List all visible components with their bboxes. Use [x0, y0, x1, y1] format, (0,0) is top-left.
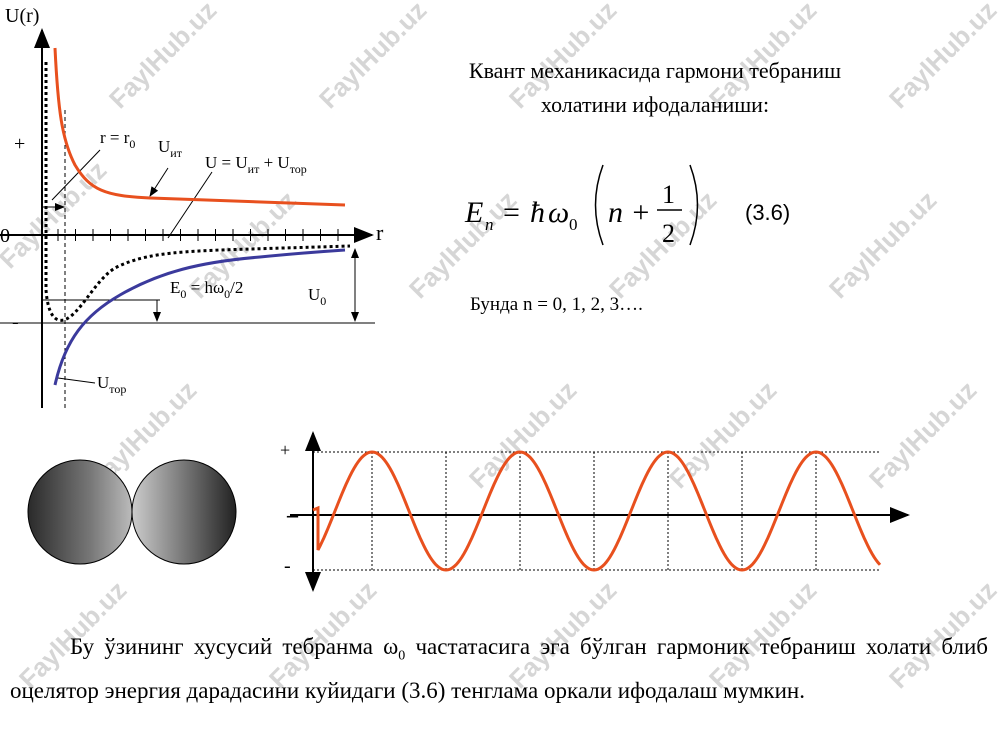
watermark: FaylHub.uz	[863, 375, 982, 494]
paragraph-text: Бу ўзининг хусусий тебранма ω	[70, 634, 399, 659]
wave-guides	[371, 452, 817, 570]
formula-omega: ω	[548, 196, 569, 229]
paragraph: Бу ўзининг хусусий тебранма ω0 частатаси…	[10, 630, 988, 708]
formula-e: E	[464, 196, 483, 229]
leader	[51, 149, 101, 201]
formula-num: 1	[662, 180, 675, 209]
formula-den: 2	[662, 219, 675, 248]
label-sub: тор	[290, 162, 307, 176]
wave-plus: +	[280, 440, 290, 460]
label-text: U = U	[205, 153, 248, 172]
formula-hbar: ħ	[530, 196, 545, 229]
leader	[57, 377, 96, 384]
note: Бунда n = 0, 1, 2, 3….	[470, 294, 643, 315]
label-text: U	[97, 373, 109, 392]
minus-label: -	[12, 311, 19, 333]
label-sub: 0	[129, 137, 135, 151]
label-text: = hω	[186, 278, 224, 297]
formula-sub: n	[485, 215, 494, 234]
watermark: FaylHub.uz	[823, 185, 942, 304]
axis-label: U(r)	[5, 5, 39, 27]
curve-label: r = r0	[100, 128, 135, 151]
curve-label: Uтор	[97, 373, 126, 396]
axis-ticks	[57, 229, 339, 241]
leader	[167, 171, 213, 239]
paragraph-sub: 0	[398, 648, 406, 664]
label-sub: 0	[180, 287, 186, 301]
zero-label: 0	[0, 225, 10, 247]
label-sub: тор	[109, 382, 126, 396]
label-sub: ит	[248, 162, 260, 176]
wave-diagram	[290, 431, 910, 592]
formula-eq: =	[503, 196, 520, 229]
curve-label: U0	[308, 285, 326, 308]
atom	[131, 459, 237, 565]
label-sub: 0	[224, 287, 230, 301]
r-label: r	[376, 220, 384, 245]
formula-n: n +	[608, 196, 651, 229]
potential-diagram	[0, 28, 375, 410]
leader	[149, 167, 169, 197]
watermarks: FaylHub.uz FaylHub.uz FaylHub.uz FaylHub.uz…	[0, 0, 1000, 694]
label-sub: ит	[170, 146, 182, 160]
watermark: FaylHub.uz	[0, 155, 112, 274]
label-text: E	[170, 278, 180, 297]
watermark: FaylHub.uz	[103, 0, 222, 114]
label-text: r = r	[100, 128, 130, 147]
wave-minus: -	[284, 555, 291, 577]
total-curve	[44, 62, 351, 322]
repulsion-curve	[53, 47, 346, 207]
label-text: U	[308, 285, 320, 304]
formula-sub: 0	[569, 215, 578, 234]
curve-label: U = Uит + Uтор	[205, 153, 307, 176]
watermark: FaylHub.uz	[883, 0, 1000, 114]
attraction-curve	[53, 248, 346, 386]
label-sub: 0	[320, 294, 326, 308]
curve-label: E0 = hω0/2	[170, 278, 243, 301]
label-text: /2	[230, 278, 243, 297]
heading-line: холатини ифодаланиши:	[541, 92, 769, 117]
parentheses	[594, 164, 699, 246]
paragraph-text: частатасига эга бўлган гармоник тебраниш…	[10, 634, 988, 703]
wave-dash: –	[286, 502, 299, 527]
plus-label: +	[14, 133, 25, 155]
curve-label: Uит	[158, 137, 183, 160]
watermark: FaylHub.uz	[463, 375, 582, 494]
label-text: + U	[259, 153, 289, 172]
atom	[27, 459, 133, 565]
watermark: FaylHub.uz	[313, 0, 432, 114]
formula: E n = ħ ω 0 n + 1 2	[464, 180, 675, 248]
label-text: U	[158, 137, 170, 156]
wave-curve	[312, 450, 882, 572]
equation-number: (3.6)	[745, 200, 790, 225]
watermark: FaylHub.uz	[663, 375, 782, 494]
heading-line: Квант механикасида гармони тебраниш	[469, 58, 841, 83]
